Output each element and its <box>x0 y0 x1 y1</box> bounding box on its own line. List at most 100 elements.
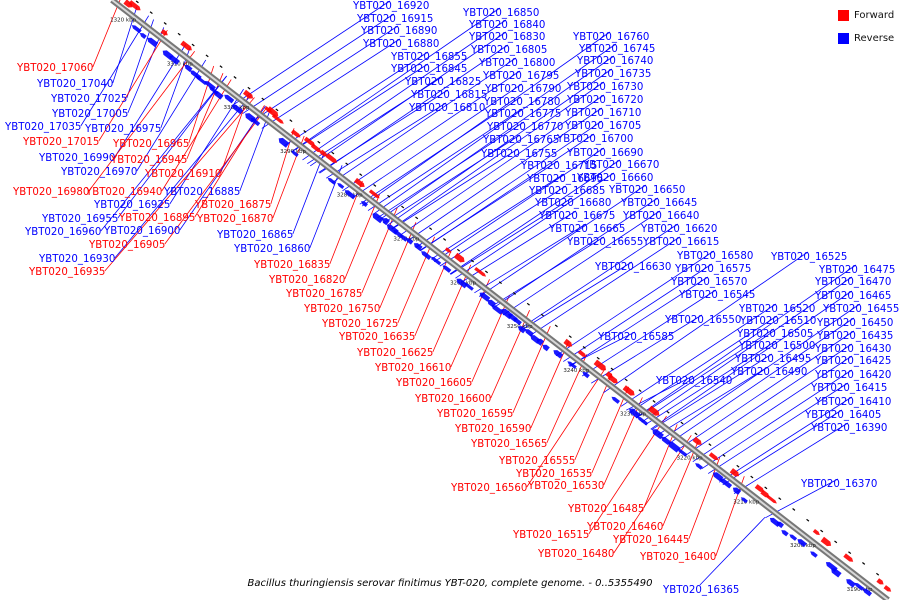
gene-label: YBT020_16930 <box>38 254 115 265</box>
leader-line <box>309 165 343 249</box>
forward-gene-arrow <box>474 267 487 277</box>
reverse-gene-arrow <box>781 530 789 537</box>
gene-label: YBT020_16890 <box>360 26 437 37</box>
gene-label: YBT020_16700 <box>556 134 633 145</box>
leader-line <box>291 7 501 152</box>
tick-mark <box>526 302 530 306</box>
gene-label: YBT020_16545 <box>678 290 755 301</box>
leader-line <box>252 25 399 122</box>
leader-line <box>386 68 613 226</box>
gene-label: YBT020_16845 <box>390 64 467 75</box>
reverse-gene-arrow <box>720 478 733 489</box>
reverse-gene-arrow <box>776 521 784 529</box>
forward-gene-arrow <box>303 136 316 146</box>
leader-line <box>657 366 769 436</box>
reverse-gene-arrow <box>862 588 872 597</box>
leader-line <box>719 396 853 483</box>
reverse-gene-arrow <box>456 278 468 289</box>
reverse-gene-arrow <box>513 317 522 326</box>
forward-gene-arrow <box>754 484 764 492</box>
gene-label: YBT020_16370 <box>800 479 877 490</box>
tick-mark <box>666 410 670 414</box>
leader-line <box>160 47 191 129</box>
reverse-gene-arrow <box>278 137 290 148</box>
gene-label: YBT020_16425 <box>814 356 891 367</box>
gene-label: YBT020_16975 <box>84 124 161 135</box>
leader-line <box>688 457 721 540</box>
tick-mark <box>750 475 754 479</box>
gene-label: YBT020_16760 <box>572 32 649 43</box>
gene-label: YBT020_16390 <box>810 423 887 434</box>
leader-line <box>450 197 573 275</box>
leader-lines <box>80 0 861 586</box>
forward-gene-arrow <box>243 89 254 99</box>
gene-label: YBT020_16905 <box>88 240 165 251</box>
gene-label: YBT020_16555 <box>498 456 575 467</box>
reverse-gene-arrow <box>637 416 649 426</box>
axis-tick-label: 3190 kbp <box>847 587 873 593</box>
forward-gene-arrow <box>444 247 452 253</box>
tick-mark <box>135 0 139 4</box>
gene-label: YBT020_16480 <box>537 549 614 560</box>
forward-gene-arrow <box>180 40 192 51</box>
leader-line <box>629 315 778 414</box>
gene-label: YBT020_16515 <box>512 530 589 541</box>
reverse-gene-arrow <box>668 441 681 453</box>
leader-line <box>520 223 679 329</box>
leader-line <box>261 38 401 129</box>
reverse-gene-arrow <box>810 551 818 558</box>
gene-label: YBT020_16980 <box>12 187 89 198</box>
gene-label: YBT020_16625 <box>356 348 433 359</box>
leader-line <box>526 368 606 488</box>
tick-mark <box>415 216 419 220</box>
reverse-gene-arrow <box>542 344 550 352</box>
genome-backbone <box>110 0 890 600</box>
gene-label: YBT020_16615 <box>642 237 719 248</box>
gene-label: YBT020_16445 <box>612 535 689 546</box>
leader-line <box>383 134 521 224</box>
gene-label: YBT020_17035 <box>4 122 81 133</box>
leader-line <box>239 109 271 192</box>
leader-line <box>590 314 703 384</box>
gene-label: YBT020_16695 <box>526 174 603 185</box>
reverse-gene-arrow <box>854 582 865 591</box>
leader-line <box>733 422 849 494</box>
tick-mark <box>540 313 544 317</box>
tick-mark <box>303 130 307 133</box>
gene-label: YBT020_16505 <box>736 329 813 340</box>
leader-line <box>379 222 417 309</box>
gene-label: YBT020_16900 <box>103 226 180 237</box>
gene-label: YBT020_16910 <box>144 169 221 180</box>
leader-line <box>415 120 603 248</box>
gene-label: YBT020_16585 <box>597 332 674 343</box>
leader-line <box>127 27 165 114</box>
leader-line <box>359 96 522 205</box>
tick-mark <box>694 432 698 436</box>
gene-label: YBT020_17025 <box>50 94 127 105</box>
tick-mark <box>373 184 377 187</box>
tick-mark <box>219 65 223 69</box>
reverse-gene-arrow <box>797 539 807 548</box>
tick-mark <box>261 97 265 101</box>
leader-line <box>439 185 567 267</box>
leader-line <box>414 249 452 337</box>
leader-line <box>179 105 266 231</box>
leader-line <box>641 276 853 423</box>
gene-label: YBT020_16740 <box>576 56 653 67</box>
gene-label: YBT020_16590 <box>454 424 531 435</box>
reverse-gene-arrow <box>789 534 798 541</box>
reverse-gene-arrow <box>382 218 390 226</box>
leader-line <box>361 31 611 207</box>
leader-line <box>650 290 853 430</box>
gene-label: YBT020_16895 <box>118 213 195 224</box>
gene-label: YBT020_16920 <box>352 1 429 12</box>
tick-mark <box>401 205 405 209</box>
gene-label: YBT020_16860 <box>233 244 310 255</box>
reverse-gene-arrow <box>464 282 474 291</box>
reverse-gene-arrow <box>518 326 527 334</box>
leader-line <box>391 81 605 230</box>
reverse-gene-arrow <box>661 436 671 445</box>
tick-mark <box>652 400 656 403</box>
leader-line <box>644 340 777 426</box>
